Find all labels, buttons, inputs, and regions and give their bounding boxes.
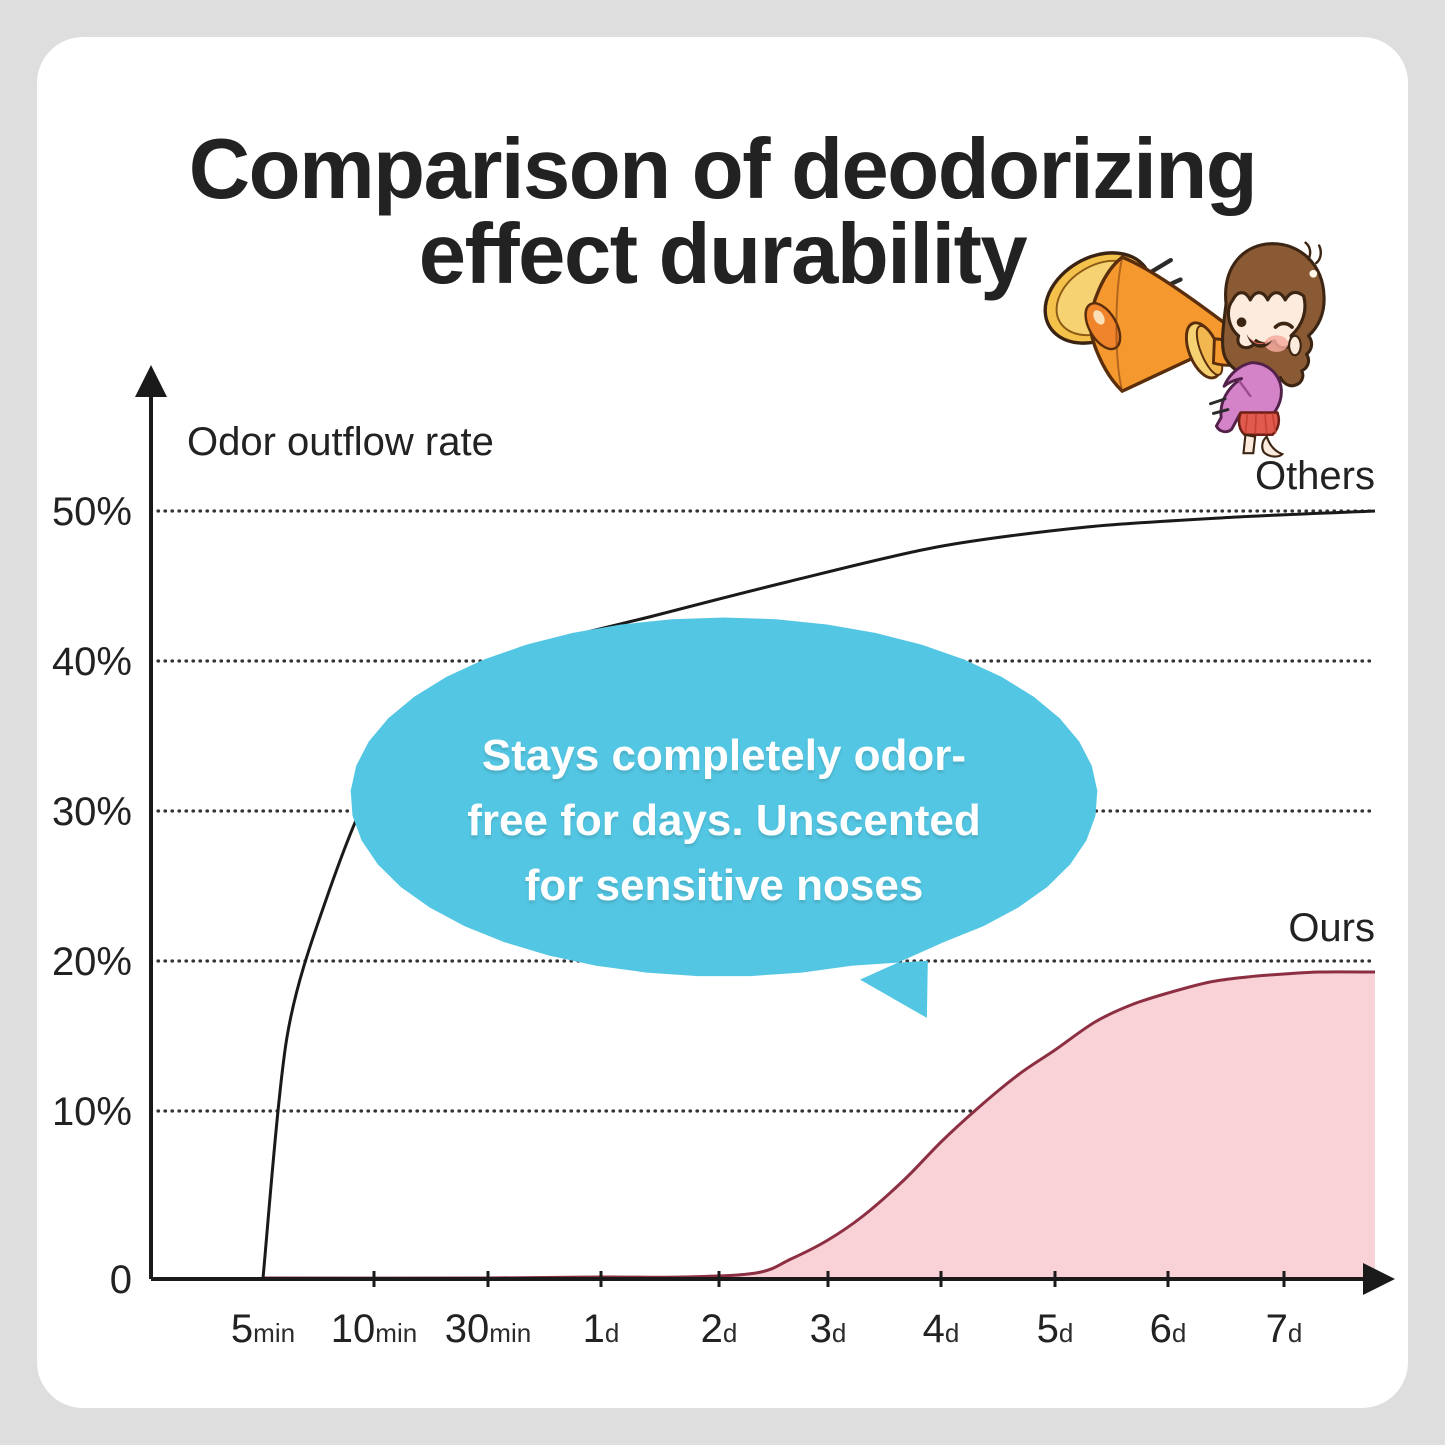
- svg-text:0: 0: [110, 1258, 132, 1302]
- svg-text:Odor outflow rate: Odor outflow rate: [187, 420, 494, 464]
- svg-text:Others: Others: [1255, 454, 1375, 498]
- svg-text:6d: 6d: [1150, 1307, 1187, 1351]
- svg-text:10%: 10%: [52, 1090, 132, 1134]
- svg-text:free for days. Unscented: free for days. Unscented: [467, 796, 981, 845]
- svg-text:3d: 3d: [810, 1307, 847, 1351]
- svg-text:1d: 1d: [583, 1307, 620, 1351]
- svg-text:for sensitive noses: for sensitive noses: [525, 861, 924, 910]
- svg-text:30%: 30%: [52, 790, 132, 834]
- svg-text:4d: 4d: [923, 1307, 960, 1351]
- svg-text:40%: 40%: [52, 640, 132, 684]
- svg-text:Stays completely odor-: Stays completely odor-: [482, 731, 966, 780]
- svg-text:Ours: Ours: [1288, 906, 1375, 950]
- svg-text:20%: 20%: [52, 940, 132, 984]
- svg-text:5min: 5min: [231, 1307, 295, 1351]
- svg-text:50%: 50%: [52, 490, 132, 534]
- svg-text:30min: 30min: [445, 1307, 531, 1351]
- svg-text:10min: 10min: [331, 1307, 417, 1351]
- svg-text:2d: 2d: [701, 1307, 738, 1351]
- svg-text:7d: 7d: [1266, 1307, 1303, 1351]
- svg-text:5d: 5d: [1037, 1307, 1074, 1351]
